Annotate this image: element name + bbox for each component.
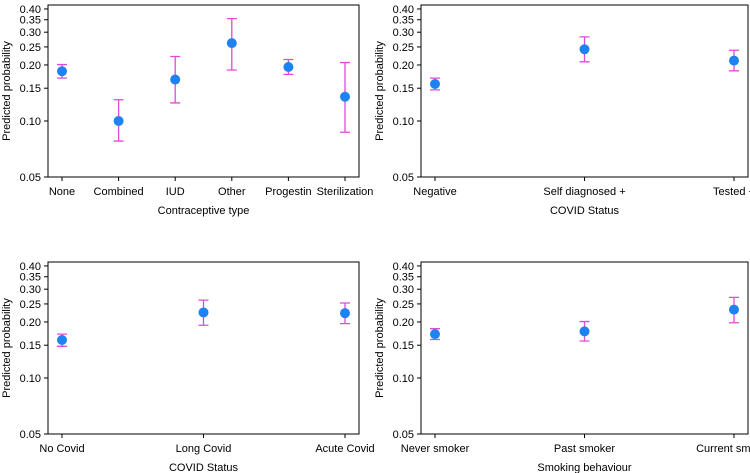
y-tick-label: 0.20 [393,317,414,329]
y-tick-label: 0.30 [20,27,41,39]
x-tick-label: Past smoker [554,443,615,455]
y-tick-label: 0.15 [20,340,41,352]
data-point [430,79,440,90]
x-tick-label: Never smoker [401,443,470,455]
data-point [729,304,739,315]
y-tick-label: 0.05 [393,429,414,441]
x-tick-label: Sterilization [317,186,374,198]
y-tick-label: 0.40 [393,261,414,273]
x-tick-label: Progestin [265,186,311,198]
data-point [579,44,590,55]
panel-4: 0.05 0.10 0.15 0.20 0.25 0.300.350.40 Never sm… [374,261,750,473]
x-axis-label: Contraceptive type [158,205,250,217]
data-point [57,66,67,77]
plot-frame [420,4,749,178]
y-tick-label: 0.25 [20,299,41,311]
y-tick-label: 0.40 [393,4,414,16]
y-tick-label: 0.05 [20,172,41,184]
y-tick-label: 0.15 [393,340,414,352]
x-axis-label: COVID Status [550,205,620,217]
data-point [340,308,350,319]
data-point [226,38,237,49]
x-tick-label: Tested + [713,186,750,198]
y-tick-label: 0.15 [20,83,41,95]
data-point [579,326,590,337]
x-tick-label: Long Covid [176,443,232,455]
data-point [430,329,440,340]
x-tick-label: IUD [166,186,185,198]
y-axis-label: Predicted probability [374,41,386,141]
x-tick-label: No Covid [39,443,84,455]
data-point [198,307,209,318]
y-tick-label: 0.10 [393,116,414,128]
y-axis-label: Predicted probability [374,298,386,398]
y-tick-label: 0.25 [20,42,41,54]
x-tick-label: Acute Covid [315,443,374,455]
y-tick-label: 0.35 [393,15,414,27]
y-tick-label: 0.30 [393,284,414,296]
data-point [113,115,124,126]
y-tick-label: 0.25 [393,299,414,311]
data-point [340,91,350,102]
x-tick-label: Combined [94,186,144,198]
y-tick-label: 0.40 [20,261,41,273]
y-axis-label: Predicted probability [1,41,13,141]
x-tick-label: Current smoker [696,443,750,455]
panel-1: 0.05 0.10 0.15 0.20 0.25 0.300.350.40 None Comb… [1,4,373,217]
plot-frame [47,261,360,435]
data-point [283,62,294,73]
plot-frame [47,4,360,178]
x-tick-label: Other [218,186,246,198]
y-tick-label: 0.10 [20,373,41,385]
y-tick-label: 0.35 [393,272,414,284]
y-tick-label: 0.30 [20,284,41,296]
y-tick-label: 0.30 [393,27,414,39]
y-tick-label: 0.20 [393,60,414,72]
x-tick-label: None [49,186,75,198]
y-tick-label: 0.40 [20,4,41,16]
panel-3: 0.05 0.10 0.15 0.20 0.25 0.300.350.40 No Covid… [1,261,375,473]
y-tick-label: 0.10 [20,116,41,128]
y-tick-label: 0.20 [20,60,41,72]
x-axis-label: COVID Status [169,462,239,473]
y-axis-label: Predicted probability [1,298,13,398]
panel-2: 0.05 0.10 0.15 0.20 0.25 0.300.350.40 Negative… [374,4,750,217]
x-axis-label: Smoking behaviour [537,462,632,473]
data-point [170,74,181,85]
y-tick-label: 0.05 [20,429,41,441]
y-tick-label: 0.25 [393,42,414,54]
data-point [57,334,67,345]
y-tick-label: 0.20 [20,317,41,329]
x-tick-label: Negative [413,186,456,198]
data-point [729,55,739,66]
x-tick-label: Self diagnosed + [543,186,625,198]
y-tick-label: 0.05 [393,172,414,184]
y-tick-label: 0.10 [393,373,414,385]
y-tick-label: 0.35 [20,272,41,284]
y-tick-label: 0.35 [20,15,41,27]
y-tick-label: 0.15 [393,83,414,95]
plot-frame [420,261,749,435]
